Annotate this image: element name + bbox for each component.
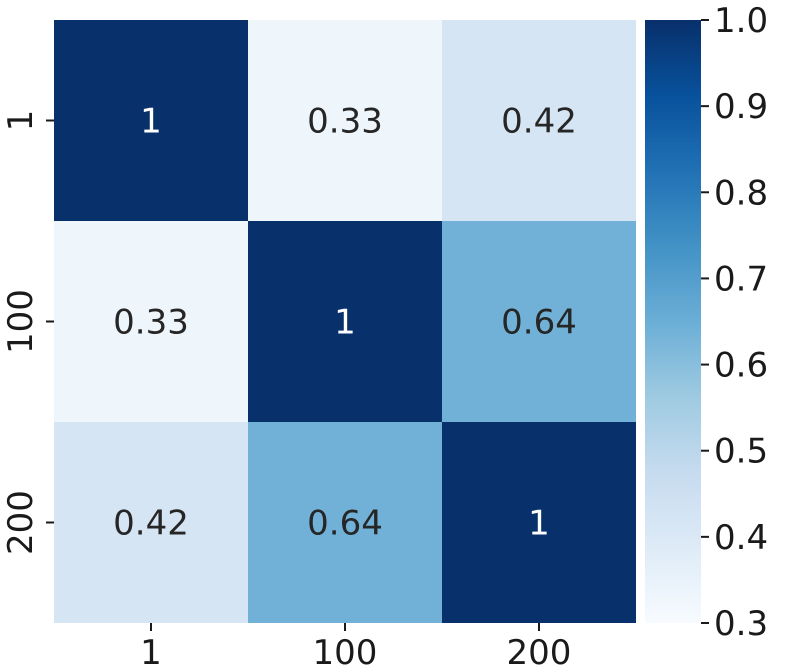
colorbar-tick-label: 0.8 [714,173,768,213]
colorbar-gradient [645,20,701,623]
heatmap-cell [54,20,248,221]
colorbar-tick-label: 0.5 [714,432,768,472]
x-tick-label: 100 [313,633,378,671]
cell-annotation: 0.42 [501,102,577,142]
cell-annotation: 0.64 [501,303,577,343]
colorbar-tick-label: 0.6 [714,346,768,386]
cell-annotation: 1 [140,102,162,142]
x-axis: 1 100 200 [140,623,571,671]
y-tick-label: 100 [1,289,41,354]
cell-annotation: 0.42 [113,504,189,544]
colorbar-tick-label: 0.7 [714,259,768,299]
cell-annotation: 0.33 [307,102,383,142]
cell-annotation: 1 [334,303,356,343]
heatmap-cell [248,422,442,623]
heatmap-cell [442,422,636,623]
colorbar-tick-label: 0.4 [714,518,768,558]
y-tick-label: 200 [1,490,41,555]
heatmap-cell [54,422,248,623]
heatmap-cell [54,221,248,422]
heatmap-cells [54,20,636,623]
heatmap-cell [248,20,442,221]
colorbar-tick-label: 1.0 [714,1,768,41]
heatmap-annotations: 1 0.33 0.42 0.33 1 0.64 0.42 0.64 1 [113,102,577,544]
colorbar-tick-label: 0.9 [714,87,768,127]
colorbar: 0.3 0.4 0.5 0.6 0.7 0.8 0.9 1.0 [645,1,768,644]
heatmap-cell [442,20,636,221]
cell-annotation: 0.33 [113,303,189,343]
y-axis: 1 100 200 [1,110,54,555]
colorbar-tick-label: 0.3 [714,604,768,644]
y-tick-label: 1 [1,110,41,132]
x-tick-label: 1 [140,633,162,671]
cell-annotation: 1 [528,504,550,544]
x-tick-label: 200 [507,633,572,671]
heatmap-cell [248,221,442,422]
heatmap-cell [442,221,636,422]
cell-annotation: 0.64 [307,504,383,544]
